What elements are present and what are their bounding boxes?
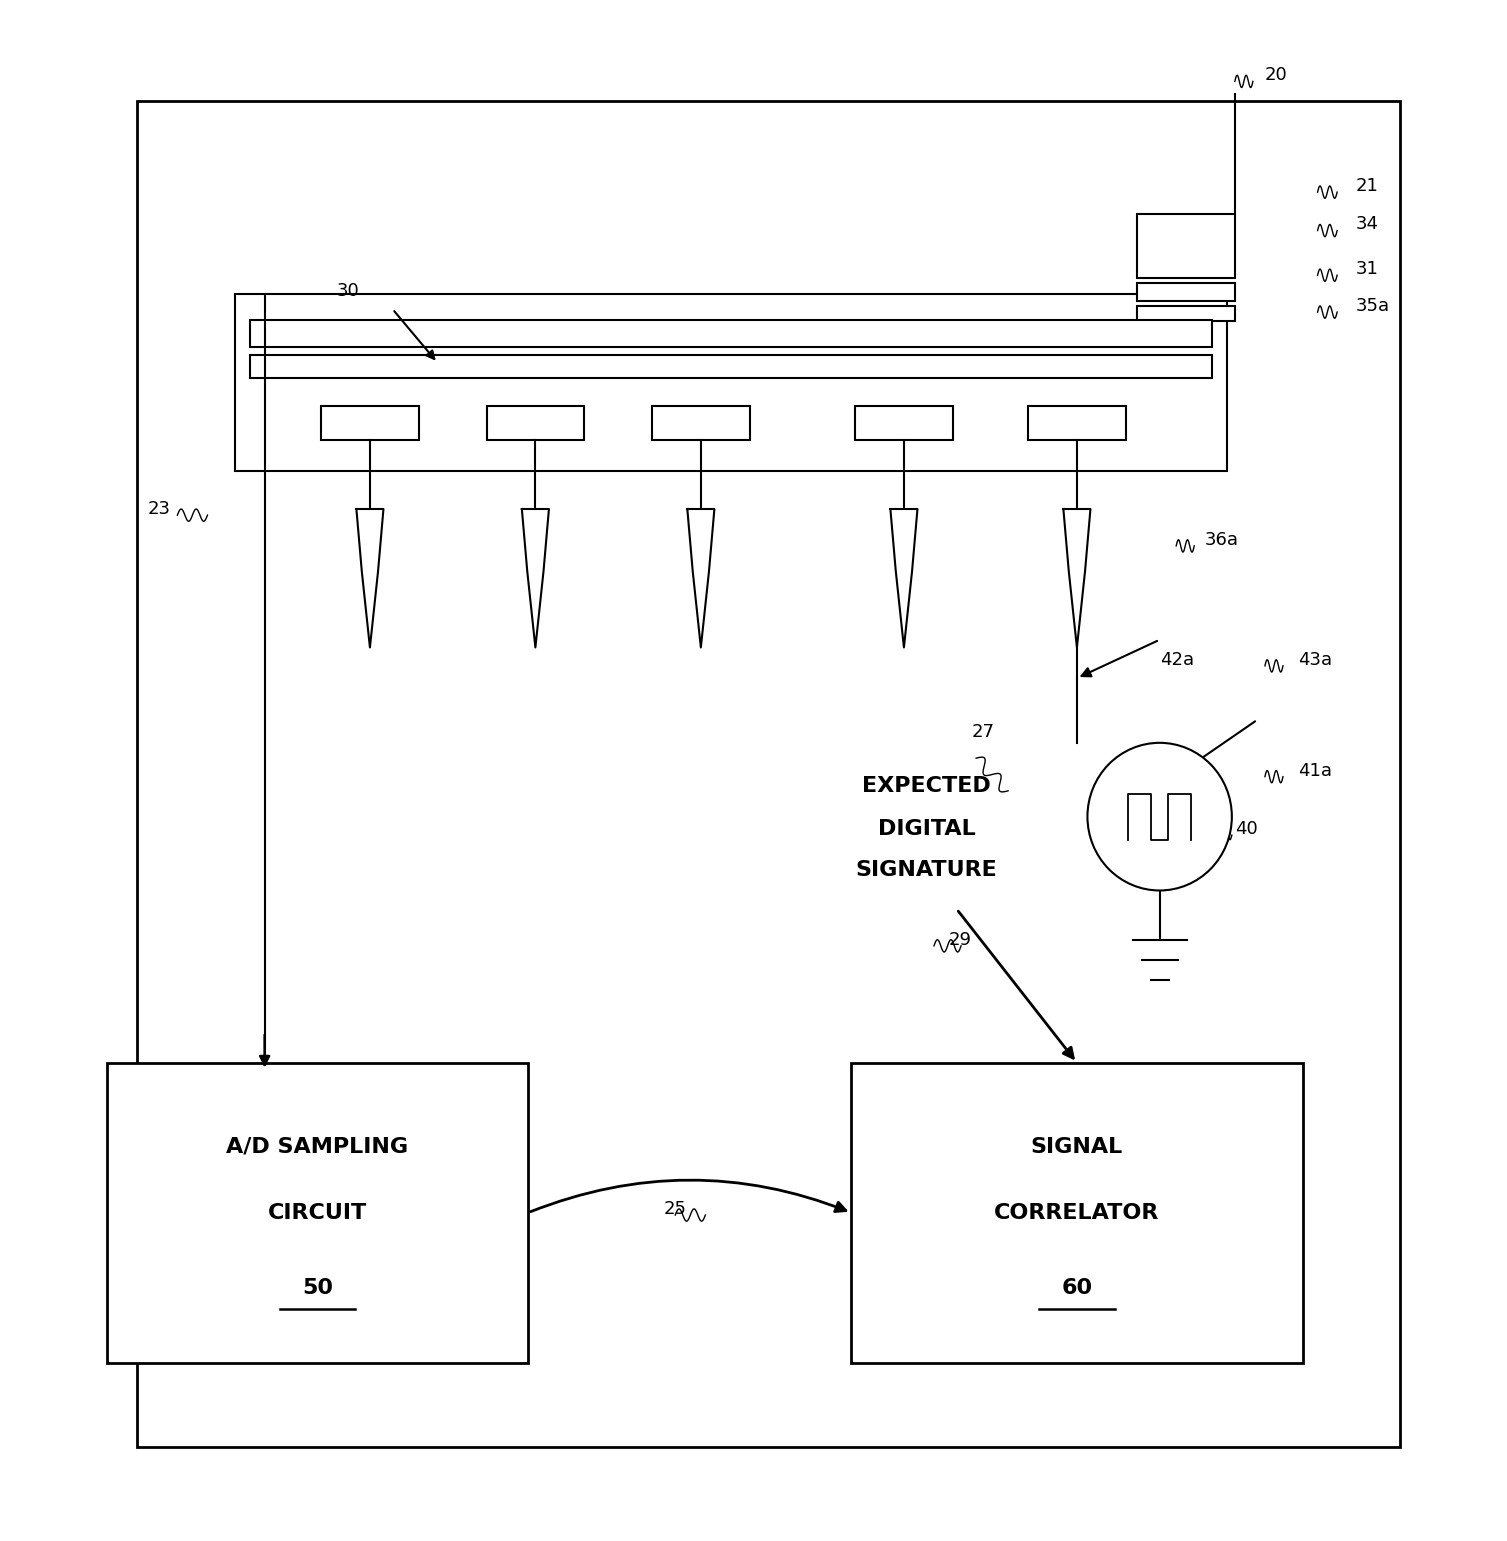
Text: DIGITAL: DIGITAL <box>877 818 975 838</box>
Text: 43a: 43a <box>1298 650 1332 669</box>
Bar <box>1138 307 1234 322</box>
Bar <box>487 405 585 439</box>
Polygon shape <box>356 509 383 647</box>
Polygon shape <box>891 509 918 647</box>
Circle shape <box>1088 743 1231 891</box>
Bar <box>250 354 1212 378</box>
Polygon shape <box>687 509 714 647</box>
Text: 31: 31 <box>1355 260 1377 277</box>
Text: 20: 20 <box>1264 66 1287 85</box>
Bar <box>107 1063 527 1362</box>
Text: 36a: 36a <box>1204 530 1239 549</box>
Bar <box>854 405 952 439</box>
Text: 60: 60 <box>1061 1277 1093 1298</box>
Bar <box>1138 284 1234 302</box>
Polygon shape <box>1064 509 1091 647</box>
Text: CIRCUIT: CIRCUIT <box>268 1202 366 1222</box>
Text: 27: 27 <box>972 723 995 741</box>
Bar <box>1138 214 1234 279</box>
Bar <box>137 102 1400 1447</box>
Text: 23: 23 <box>148 499 170 518</box>
Bar <box>321 405 419 439</box>
Bar <box>250 321 1212 347</box>
Text: 41a: 41a <box>1298 761 1332 780</box>
Text: SIGNAL: SIGNAL <box>1031 1137 1123 1157</box>
Text: EXPECTED: EXPECTED <box>862 775 992 795</box>
Text: 21: 21 <box>1355 177 1377 196</box>
Text: 42a: 42a <box>1160 650 1194 669</box>
Text: 29: 29 <box>949 931 972 949</box>
Text: SIGNATURE: SIGNATURE <box>856 860 998 880</box>
Text: CORRELATOR: CORRELATOR <box>995 1202 1159 1222</box>
Text: 50: 50 <box>301 1277 333 1298</box>
Text: 30: 30 <box>336 282 359 299</box>
Bar <box>851 1063 1302 1362</box>
Text: A/D SAMPLING: A/D SAMPLING <box>226 1137 408 1157</box>
Bar <box>1028 405 1126 439</box>
Text: 25: 25 <box>663 1200 686 1217</box>
Bar <box>653 405 750 439</box>
Text: 40: 40 <box>1234 820 1258 838</box>
Bar <box>235 294 1227 470</box>
Text: 35a: 35a <box>1355 297 1389 314</box>
Text: 34: 34 <box>1355 216 1379 233</box>
Polygon shape <box>521 509 549 647</box>
